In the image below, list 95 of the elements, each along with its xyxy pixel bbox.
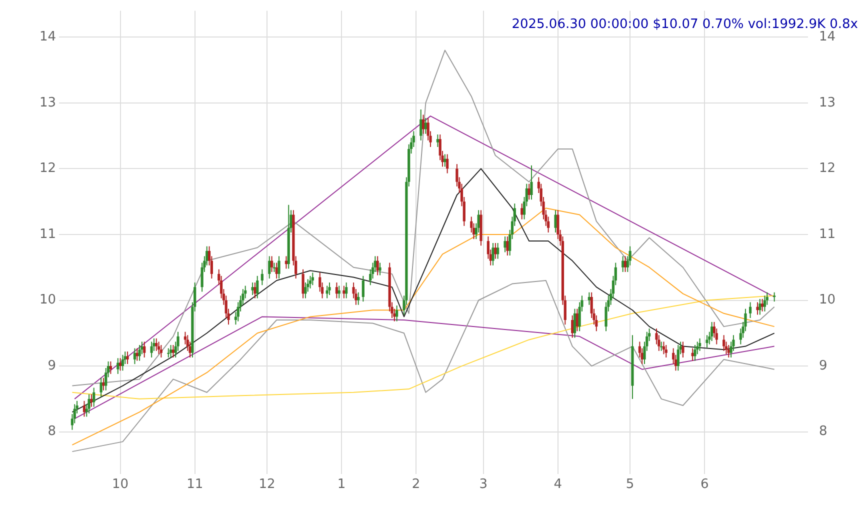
candlestick [155,338,158,352]
y-tick-label: 12 [39,161,56,176]
candlestick [172,344,175,358]
candlestick [167,348,170,358]
y-tick-label: 11 [39,226,56,242]
candlestick [82,400,86,418]
candlestick [496,242,500,260]
candlestick [436,134,440,148]
candlestick [138,344,141,362]
candlestick [504,236,506,253]
candlestick [311,272,314,286]
candlestick [571,314,574,338]
x-tick-label: 5 [626,477,634,492]
x-tick-label: 12 [258,477,276,492]
candlestick [676,344,680,372]
candlestick [727,344,730,358]
candlestick [446,154,449,174]
candlestick [270,256,274,272]
y2-tick-label: 11 [819,226,836,242]
candlestick [773,292,776,302]
candlestick [492,242,494,266]
candlestick [254,282,256,299]
x-tick-label: 1 [337,477,346,492]
candlestick [256,275,259,299]
candlestick [710,321,714,342]
candlestick [272,262,276,272]
candlestick [422,114,425,134]
y-tick-label: 13 [39,95,56,110]
candlestick [116,358,120,374]
y-tick-label: 10 [39,292,56,308]
y2-tick-label: 8 [819,424,828,440]
candlestick [588,292,590,306]
candlestick [698,338,702,352]
y2-tick-label: 13 [819,95,836,110]
candlestick [396,305,398,322]
y2-tick-label: 10 [819,292,836,308]
candlestick [260,268,264,286]
candlestick [304,282,307,299]
candlestick [126,351,129,365]
x-tick-label: 6 [700,477,709,492]
x-tick-label: 2 [412,477,420,492]
candlestick [624,256,627,272]
text: 2025.06.30 00:00:00 $10.07 0.70% vol:1992.9K 0.8x [512,17,858,32]
candlestick [102,377,105,391]
x-tick-label: 10 [112,477,129,492]
candlestick [345,282,348,299]
candlestick [109,360,112,374]
candlestick [362,275,364,302]
x-tick-label: 11 [186,477,204,492]
candlestick [278,256,280,280]
candlestick [378,262,382,276]
y2-tick-label: 9 [819,358,828,374]
candlestick [576,308,578,332]
candlestick [748,302,752,319]
candlestick [424,118,427,134]
y-tick-label: 8 [48,424,56,440]
candlestick [328,282,331,296]
candlestick [302,268,304,299]
candlestick [530,164,533,200]
candlestick [143,341,146,358]
candlestick [160,344,162,358]
candlestick [694,344,696,362]
y-tick-label: 14 [39,29,56,44]
x-tick-label: 4 [554,477,562,492]
candlestick [520,203,524,220]
candlestick [706,334,708,348]
candlestick [335,282,338,299]
candlestick [357,292,360,306]
candlestick [758,298,762,316]
candlestick [682,341,684,358]
y2-tick-label: 14 [819,29,836,44]
x-tick-label: 3 [479,477,488,492]
candlestick [92,387,96,408]
candlestick [119,358,122,372]
candlestick [763,295,766,312]
candlestick [150,341,153,358]
candlestick [420,108,422,141]
candlestick [761,298,764,312]
candlestick [100,377,102,398]
candlestick [494,242,497,260]
candlestick [722,334,726,352]
candlestick [133,348,136,365]
candlestick [554,210,557,233]
candlestick [664,344,668,358]
candlestick [170,344,172,358]
candlestick [308,275,312,289]
candlestick [88,394,90,414]
y-tick-label: 9 [48,358,56,374]
candlestick [660,341,663,352]
candlestick [573,308,576,338]
y2-tick-label: 12 [819,161,836,176]
candlestick [121,354,124,372]
candlestick [268,256,271,280]
candlestick [622,256,624,272]
candlestick [506,236,509,256]
